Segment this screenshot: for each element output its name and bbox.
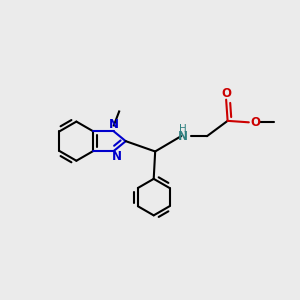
Text: N: N [178,130,188,143]
Text: O: O [250,116,260,129]
Text: N: N [112,150,122,163]
Text: H: H [179,124,186,134]
Text: N: N [109,118,119,131]
Text: O: O [221,87,231,100]
